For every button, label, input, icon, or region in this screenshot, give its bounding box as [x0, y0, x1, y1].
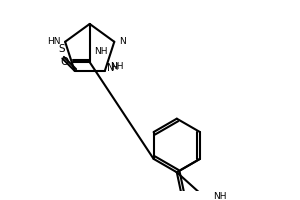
- Text: NH: NH: [94, 47, 108, 56]
- Text: O: O: [60, 57, 69, 67]
- Text: N: N: [119, 37, 126, 46]
- Text: S: S: [58, 44, 65, 54]
- Text: H: H: [111, 63, 117, 72]
- Text: HN: HN: [47, 37, 60, 46]
- Text: N: N: [107, 63, 114, 73]
- Text: NH: NH: [110, 62, 123, 71]
- Text: NH: NH: [213, 192, 226, 200]
